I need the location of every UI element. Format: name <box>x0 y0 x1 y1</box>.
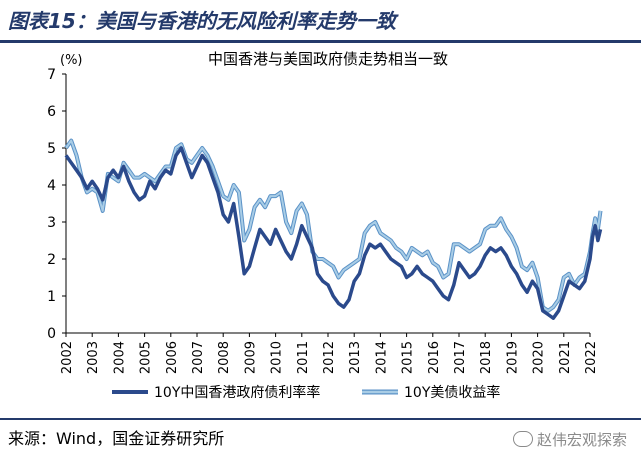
legend-label-us: 10Y美债收益率 <box>404 384 500 401</box>
watermark-text: 赵伟宏观探索 <box>536 431 627 449</box>
source-note: 来源：Wind，国金证券研究所 <box>8 429 225 448</box>
x-tick-label: 2002 <box>60 341 75 374</box>
y-tick-label: 3 <box>47 215 56 231</box>
y-tick-label: 1 <box>47 289 56 305</box>
x-tick-label: 2016 <box>427 341 442 374</box>
x-tick-label: 2017 <box>453 341 468 374</box>
y-tick-label: 0 <box>47 326 56 342</box>
x-tick-label: 2007 <box>191 341 206 374</box>
x-tick-label: 2012 <box>322 341 337 374</box>
series-line-us-10y <box>65 139 602 312</box>
x-tick-label: 2020 <box>532 341 547 374</box>
y-tick-label: 5 <box>47 141 56 157</box>
y-tick-label: 4 <box>47 178 56 194</box>
x-tick-label: 2009 <box>243 341 258 374</box>
x-tick-label: 2019 <box>505 341 520 374</box>
x-tick-label: 2005 <box>139 341 154 374</box>
title-rule <box>0 40 641 43</box>
x-tick-label: 2014 <box>374 341 389 374</box>
y-axis-unit: (%) <box>60 53 83 68</box>
series-line-hk-10y <box>64 146 603 320</box>
wechat-icon <box>512 431 533 447</box>
legend-label-hk: 10Y中国香港政府债利率率 <box>154 384 320 401</box>
watermark: 赵伟宏观探索 <box>512 426 627 454</box>
x-tick-label: 2015 <box>401 341 416 374</box>
y-tick-label: 6 <box>47 104 56 120</box>
x-tick-label: 2013 <box>348 341 363 374</box>
x-tick-label: 2006 <box>165 341 180 374</box>
x-tick-label: 2004 <box>112 341 127 374</box>
x-tick-label: 2022 <box>584 341 599 374</box>
footer-rule <box>0 418 641 420</box>
chart-title: 中国香港与美国政府债走势相当一致 <box>208 50 448 68</box>
x-tick-label: 2018 <box>479 341 494 374</box>
y-tick-label: 7 <box>47 67 56 83</box>
x-tick-label: 2003 <box>86 341 101 374</box>
x-tick-label: 2021 <box>558 341 573 374</box>
x-tick-label: 2008 <box>217 341 232 374</box>
x-tick-label: 2010 <box>270 341 285 374</box>
line-chart: 中国香港与美国政府债走势相当一致 (%) 0 1 2 3 4 5 6 7 2002 2003 2004 2… <box>47 50 603 401</box>
figure-title: 图表15：美国与香港的无风险利率走势一致 <box>8 9 396 33</box>
y-tick-label: 2 <box>47 252 56 268</box>
x-tick-label: 2011 <box>296 341 311 374</box>
